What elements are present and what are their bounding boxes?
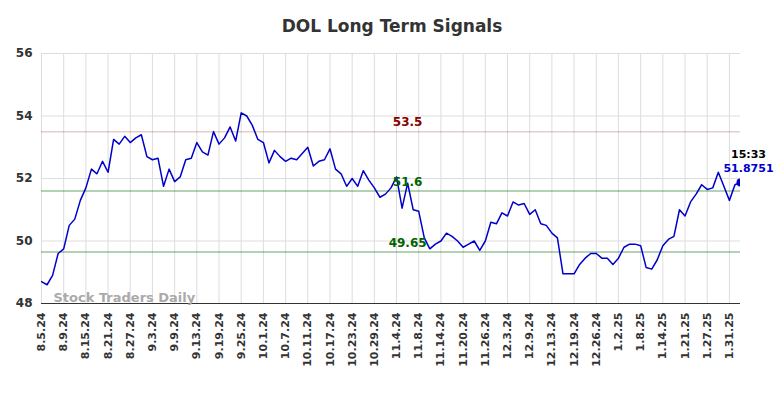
- svg-text:9.25.24: 9.25.24: [235, 312, 248, 359]
- svg-text:9.19.24: 9.19.24: [213, 312, 226, 359]
- svg-text:8.9.24: 8.9.24: [57, 312, 70, 351]
- svg-text:12.13.24: 12.13.24: [545, 312, 558, 367]
- svg-text:11.8.24: 11.8.24: [412, 312, 425, 359]
- svg-text:10.23.24: 10.23.24: [346, 312, 359, 367]
- svg-text:11.14.24: 11.14.24: [434, 312, 447, 367]
- svg-text:49.65: 49.65: [389, 236, 427, 250]
- svg-text:1.8.25: 1.8.25: [634, 313, 647, 352]
- svg-text:51.8751: 51.8751: [723, 162, 773, 175]
- svg-text:1.2.25: 1.2.25: [612, 313, 625, 352]
- svg-text:9.13.24: 9.13.24: [190, 312, 203, 359]
- svg-text:1.14.25: 1.14.25: [656, 313, 669, 360]
- svg-text:9.9.24: 9.9.24: [168, 312, 181, 351]
- svg-text:54: 54: [16, 109, 33, 123]
- svg-text:9.3.24: 9.3.24: [146, 312, 159, 351]
- svg-text:11.20.24: 11.20.24: [457, 312, 470, 367]
- svg-text:8.21.24: 8.21.24: [102, 312, 115, 359]
- svg-text:1.21.25: 1.21.25: [679, 313, 692, 360]
- svg-text:12.19.24: 12.19.24: [568, 312, 581, 367]
- svg-text:50: 50: [16, 234, 33, 248]
- svg-text:10.17.24: 10.17.24: [323, 312, 336, 367]
- svg-text:53.5: 53.5: [393, 115, 423, 129]
- svg-text:12.26.24: 12.26.24: [590, 312, 603, 367]
- svg-text:56: 56: [16, 46, 33, 60]
- svg-text:48: 48: [16, 296, 33, 310]
- svg-text:10.1.24: 10.1.24: [257, 312, 270, 359]
- svg-text:Stock Traders Daily: Stock Traders Daily: [54, 290, 196, 305]
- svg-text:8.5.24: 8.5.24: [35, 312, 48, 351]
- svg-text:10.29.24: 10.29.24: [368, 312, 381, 367]
- svg-text:11.4.24: 11.4.24: [390, 312, 403, 359]
- svg-text:52: 52: [16, 171, 33, 185]
- svg-text:10.11.24: 10.11.24: [301, 312, 314, 367]
- svg-text:8.15.24: 8.15.24: [79, 312, 92, 359]
- svg-text:10.7.24: 10.7.24: [279, 312, 292, 359]
- svg-text:1.27.25: 1.27.25: [701, 313, 714, 360]
- html-text:DOL Long Term Signals: DOL Long Term Signals: [281, 16, 503, 36]
- svg-text:51.6: 51.6: [393, 175, 423, 189]
- svg-text:15:33: 15:33: [731, 148, 766, 161]
- svg-text:12.9.24: 12.9.24: [523, 312, 536, 359]
- svg-text:8.27.24: 8.27.24: [124, 312, 137, 359]
- svg-text:1.31.25: 1.31.25: [723, 313, 736, 360]
- svg-text:12.3.24: 12.3.24: [501, 312, 514, 359]
- svg-text:11.26.24: 11.26.24: [479, 312, 492, 367]
